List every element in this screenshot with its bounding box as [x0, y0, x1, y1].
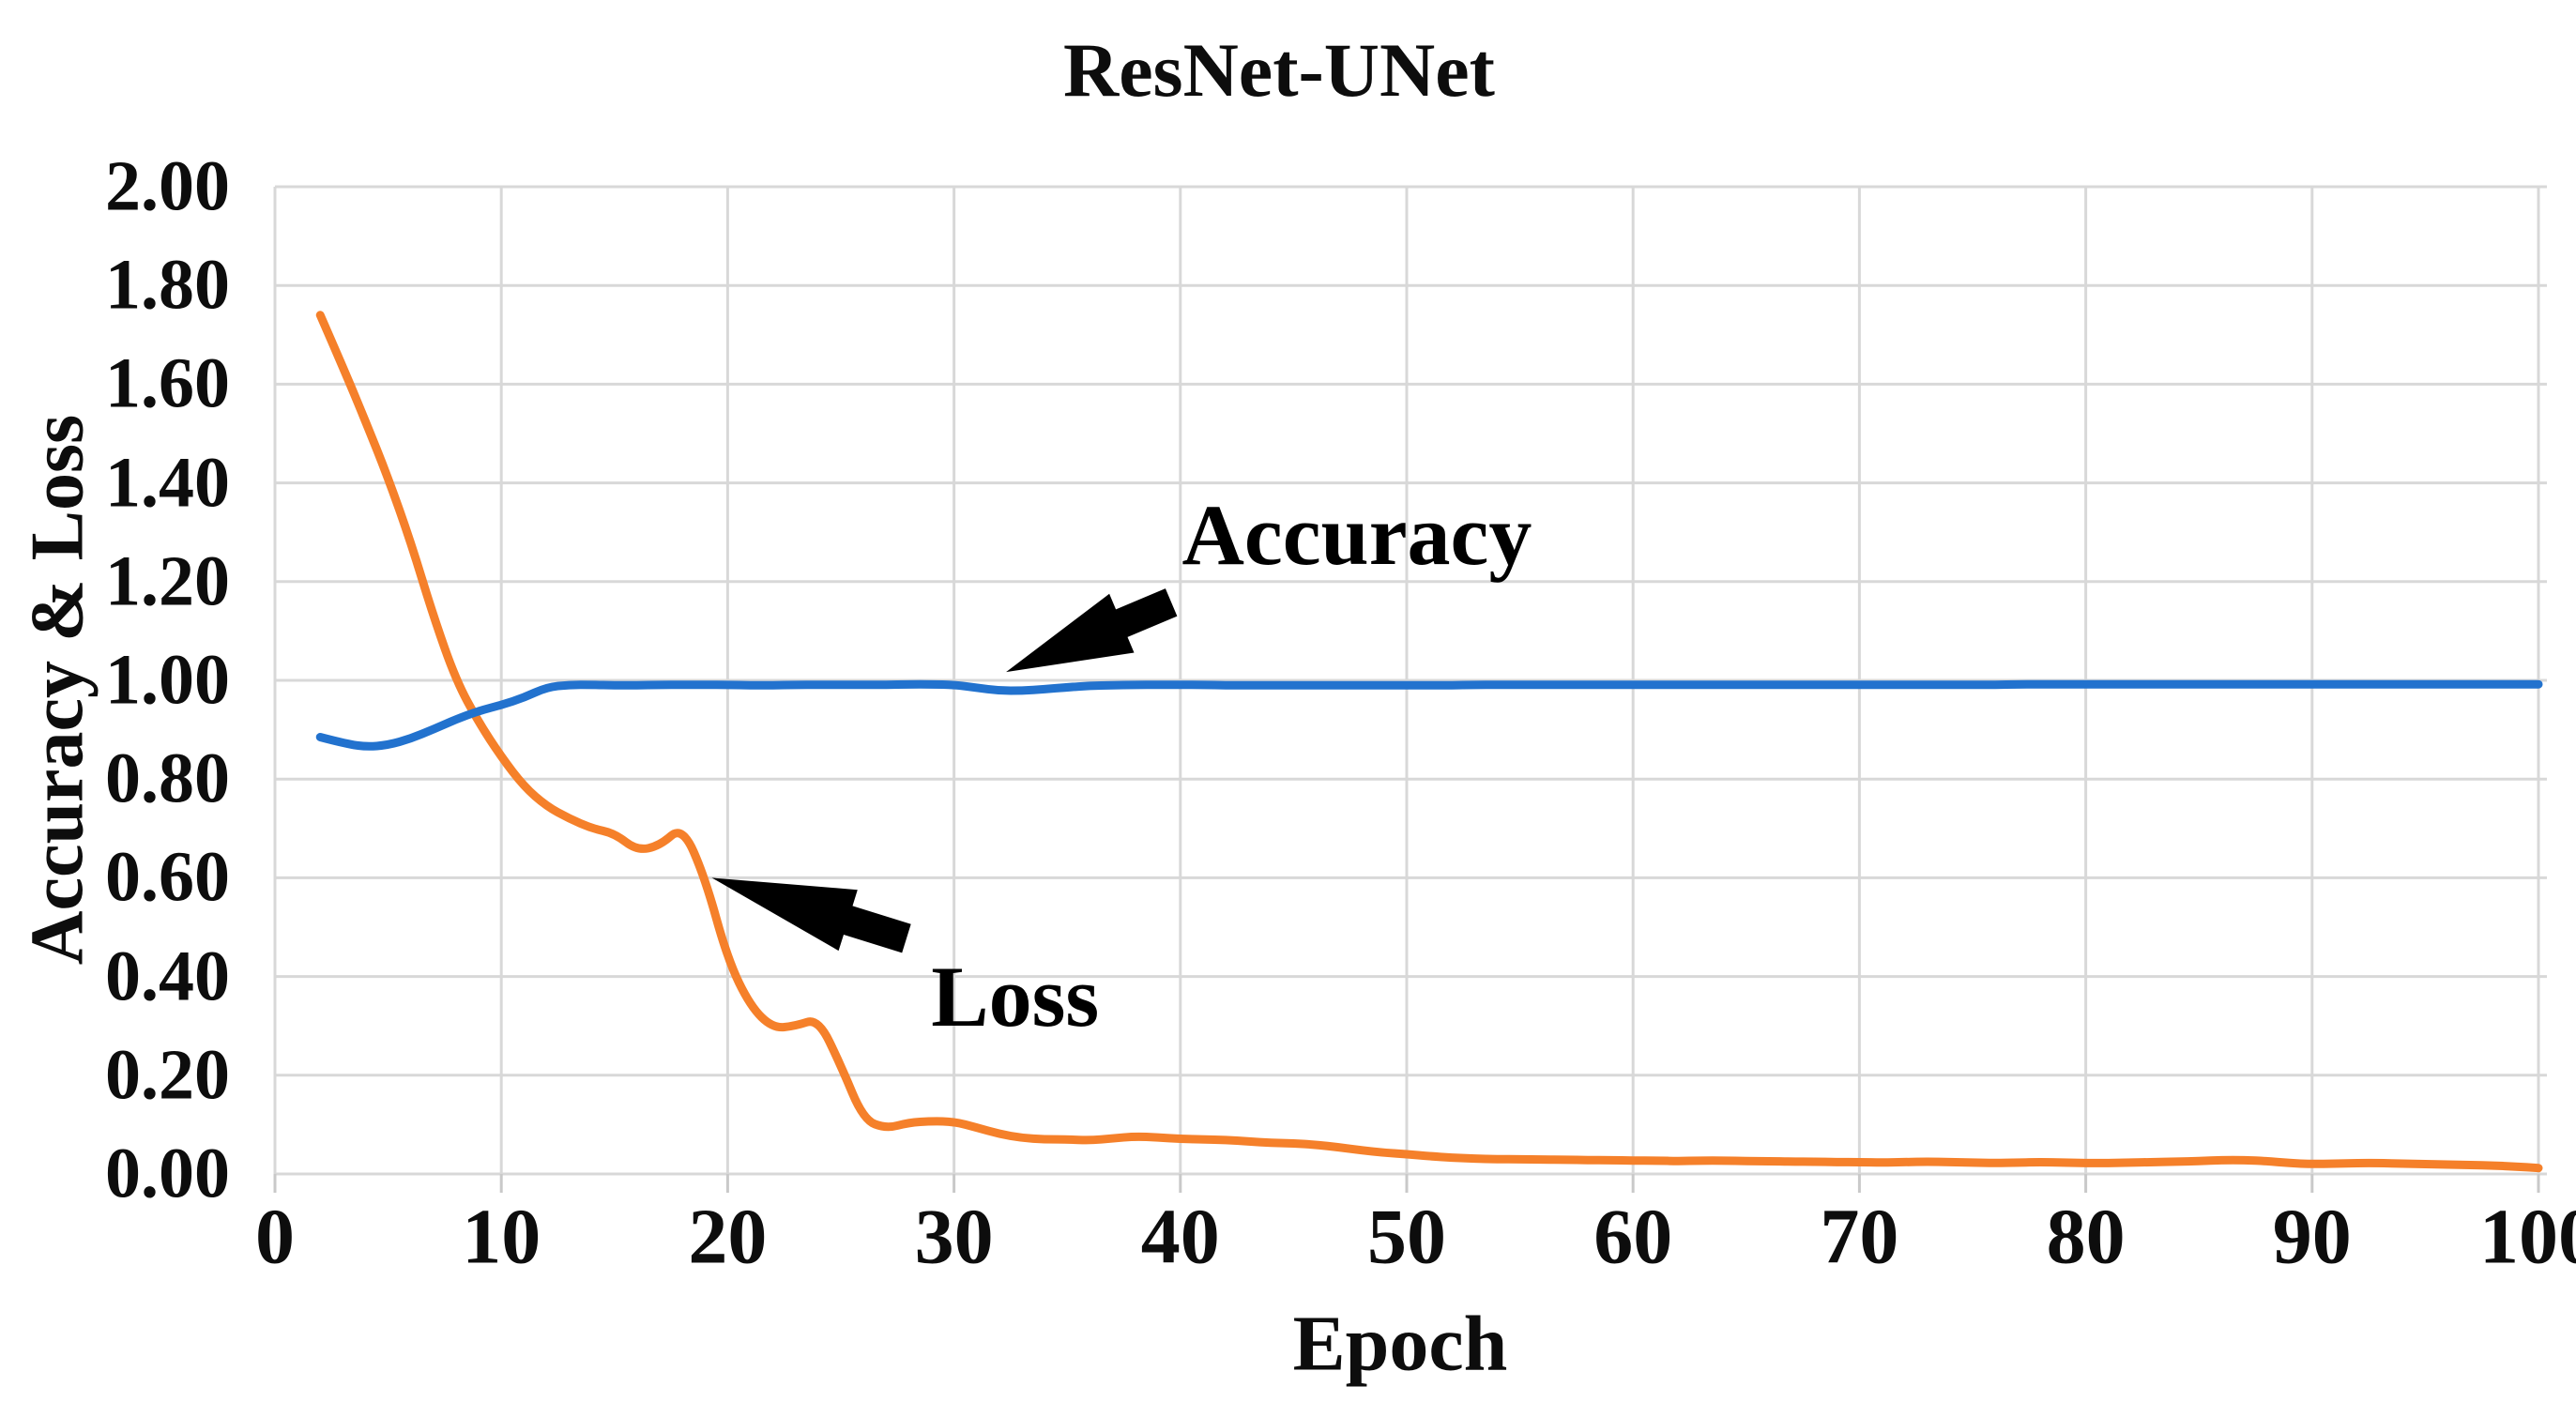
loss-line: [315, 311, 2543, 1173]
x-tick-label: 30: [914, 1193, 994, 1281]
x-tick-label: 90: [2272, 1193, 2352, 1281]
y-tick-label: 0.80: [105, 739, 230, 818]
x-tick-label: 70: [1820, 1193, 1899, 1281]
y-tick-label: 1.60: [105, 343, 230, 423]
y-tick-label: 1.20: [105, 541, 230, 621]
accuracy-line: [315, 679, 2543, 751]
accuracy-annotation-label: Accuracy: [1181, 486, 1532, 583]
y-axis-tick-labels: 2.00 1.80 1.60 1.40 1.20 1.00 0.80 0.60 0.40 0.20…: [0, 0, 230, 1417]
y-tick-label: 0.00: [105, 1134, 230, 1213]
horizontal-gridlines: [275, 185, 2547, 1176]
y-tick-label: 1.00: [105, 640, 230, 720]
x-tick-label: 40: [1140, 1193, 1220, 1281]
y-tick-label: 1.40: [105, 443, 230, 523]
x-tick-label: 100: [2479, 1193, 2576, 1281]
y-tick-label: 0.20: [105, 1035, 230, 1115]
y-tick-label: 0.40: [105, 937, 230, 1016]
y-tick-label: 1.80: [105, 245, 230, 325]
x-axis-title: Epoch: [1292, 1300, 1508, 1388]
x-tick-label: 50: [1367, 1193, 1446, 1281]
loss-annotation-label: Loss: [931, 948, 1100, 1044]
x-tick-label: 10: [462, 1193, 541, 1281]
x-tick-label: 20: [688, 1193, 768, 1281]
chart-title: ResNet-UNet: [1063, 27, 1495, 113]
x-tick-label: 80: [2046, 1193, 2126, 1281]
y-tick-label: 2.00: [105, 146, 230, 226]
y-tick-label: 0.60: [105, 837, 230, 917]
accuracy-annotation-arrow: [1006, 588, 1178, 673]
x-tick-label: 60: [1593, 1193, 1673, 1281]
x-tick-label: 0: [255, 1193, 295, 1281]
axis-tick-marks: [273, 1174, 2540, 1193]
loss-annotation-arrow: [711, 877, 911, 953]
